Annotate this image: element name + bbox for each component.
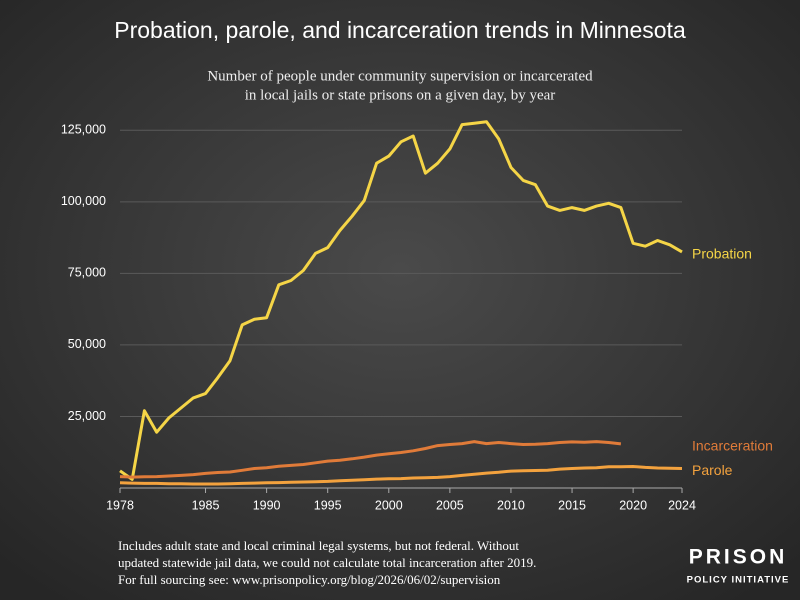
x-tick-label: 2005	[436, 498, 464, 512]
logo: PRISON	[689, 546, 788, 569]
series-label: Incarceration	[692, 438, 773, 454]
series-line	[119, 465, 683, 486]
logo: POLICY INITIATIVE	[687, 575, 790, 586]
footnote: For full sourcing see: www.prisonpolicy.…	[118, 572, 501, 587]
footnote: updated statewide jail data, we could no…	[118, 555, 536, 570]
x-tick-label: 2000	[375, 498, 403, 512]
x-tick-label: 1985	[192, 498, 220, 512]
footnote: Includes adult state and local criminal …	[118, 538, 519, 553]
subtitle: Number of people under community supervi…	[207, 68, 593, 84]
series-line	[119, 120, 683, 481]
y-tick-label: 50,000	[68, 337, 106, 351]
y-tick-label: 75,000	[68, 266, 106, 280]
x-tick-label: 1995	[314, 498, 342, 512]
series-line	[119, 440, 622, 479]
y-tick-label: 125,000	[61, 123, 106, 137]
x-tick-label: 1990	[253, 498, 281, 512]
subtitle: in local jails or state prisons on a giv…	[245, 87, 556, 103]
x-tick-label: 2020	[619, 498, 647, 512]
series-label: Parole	[692, 462, 733, 478]
x-tick-label: 1978	[106, 498, 134, 512]
chart-title: Probation, parole, and incarceration tre…	[114, 17, 686, 43]
x-tick-label: 2010	[497, 498, 525, 512]
y-tick-label: 25,000	[68, 409, 106, 423]
series-label: Probation	[692, 246, 752, 262]
x-tick-label: 2015	[558, 498, 586, 512]
x-tick-label: 2024	[668, 498, 696, 512]
y-tick-label: 100,000	[61, 194, 106, 208]
